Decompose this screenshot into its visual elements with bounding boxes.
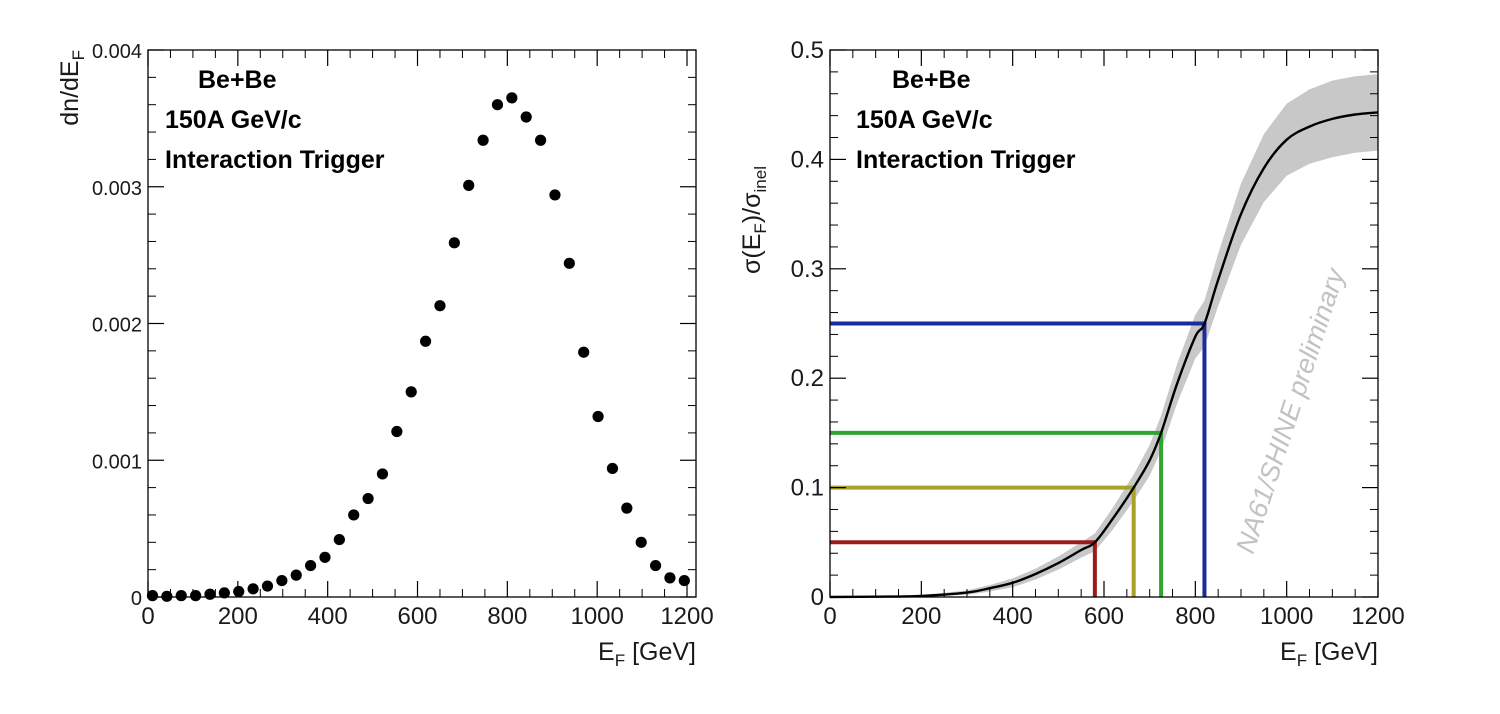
left-xlabel-main: E [598,638,615,666]
left-chart: 0 200 400 600 800 1000 1200 0 0.001 0.002 0.003 0.0… [56,41,714,670]
right-x-tick-label: 0 [823,603,836,630]
left-data-point [305,559,317,572]
right-axis-ticks: 0 200 400 600 800 1000 1200 0 0.1 0.2 0.3 0.4 0.5 [791,37,1405,630]
right-annotation-line-2: 150A GeV/c [856,106,993,134]
right-curve-line [829,111,1379,599]
right-xlabel-main: E [1280,638,1297,666]
left-x-tick-label: 0 [141,603,154,630]
right-x-tick-label: 1200 [1351,603,1404,630]
left-data-point [506,92,518,104]
left-data-point [348,509,360,521]
left-y-tick-label: 0.002 [92,315,142,337]
right-x-tick-label: 400 [993,603,1033,630]
left-data-point [491,99,504,111]
left-y-axis-label: dn/dEF [56,50,88,126]
left-x-axis-label: EF [GeV] [598,638,696,670]
left-x-tick-label: 1000 [570,603,623,630]
right-ylabel-part-2: )/σ [738,192,766,223]
right-ylabel-sub-1: F [751,223,770,233]
left-data-point [534,134,547,146]
right-xlabel-unit: [GeV] [1307,638,1378,666]
left-data-point [635,536,647,548]
left-y-tick-label: 0 [131,588,142,610]
right-y-tick-label: 0.4 [791,146,824,173]
left-data-point [261,580,274,592]
left-data-point [419,335,432,347]
left-data-point [276,574,288,587]
left-xlabel-unit: [GeV] [625,638,696,666]
right-y-tick-label: 0.5 [791,37,824,64]
left-xlabel-sub: F [615,651,625,670]
right-x-tick-label: 1000 [1260,603,1313,630]
left-annotation-line-2: 150A GeV/c [165,106,302,134]
left-y-tick-label: 0.001 [92,451,142,473]
left-data-point [678,574,690,587]
left-data-point [649,559,662,572]
right-annotation-line-1: Be+Be [892,66,971,94]
right-chart: 0 200 400 600 800 1000 1200 0 0.1 0.2 0.3 0.4 0.5 Be… [738,37,1405,670]
right-x-tick-label: 800 [1175,603,1215,630]
left-data-point [362,492,374,505]
left-data-point [463,179,475,191]
left-data-point [319,551,331,563]
right-ylabel-part-1: σ(E [738,234,766,274]
left-data-point [563,257,575,269]
left-data-point [376,468,389,480]
left-y-tick-label: 0.003 [92,178,142,200]
left-data-point [247,583,259,595]
right-y-tick-label: 0.2 [791,365,824,392]
left-annotation-line-3: Interaction Trigger [165,146,385,174]
right-ylabel-sub-2: inel [751,166,770,192]
left-data-point [606,462,619,475]
left-annotation-line-1: Be+Be [198,66,277,94]
right-annotation-line-3: Interaction Trigger [856,146,1076,174]
left-data-point [218,587,230,599]
left-x-tick-label: 800 [487,603,527,630]
left-x-tick-label: 200 [218,603,258,630]
right-uncertainty-band [830,74,1378,598]
right-y-tick-label: 0.3 [791,256,824,283]
left-axis-ticks: 0 200 400 600 800 1000 1200 0 0.001 0.002 0.003 0.0… [92,41,714,630]
left-x-tick-label: 400 [308,603,348,630]
left-data-point [204,588,216,600]
right-y-tick-label: 0.1 [791,475,824,502]
left-ylabel-sub: F [69,50,88,60]
left-data-point [448,237,460,249]
watermark-text: NA61/SHINE preliminary [1230,264,1351,557]
left-data-point [477,134,489,146]
left-y-tick-label: 0.004 [92,41,142,63]
left-x-tick-label: 1200 [660,603,713,630]
right-x-tick-label: 200 [901,603,941,630]
right-y-axis-label: σ(EF)/σinel [738,166,770,274]
left-x-tick-label: 600 [397,603,437,630]
left-data-point [161,590,173,602]
left-data-point [190,590,202,602]
right-x-tick-label: 600 [1084,603,1124,630]
left-data-point [434,300,446,312]
left-data-point [175,590,187,602]
left-ylabel-main: dn/dE [56,60,84,125]
left-data-point [621,502,633,514]
left-data-point [520,111,532,123]
right-xlabel-sub: F [1297,651,1307,670]
left-series-points [146,92,690,602]
left-data-point [592,410,604,423]
right-x-axis-label: EF [GeV] [1280,638,1378,670]
left-data-point [578,346,590,358]
left-data-point [333,533,345,546]
left-data-point [233,585,245,598]
right-y-tick-label: 0 [811,584,824,611]
left-data-point [391,425,403,438]
left-data-point [146,590,159,602]
left-data-point [405,386,417,398]
left-data-point [290,569,302,581]
left-data-point [549,189,561,201]
left-data-point [664,572,676,584]
